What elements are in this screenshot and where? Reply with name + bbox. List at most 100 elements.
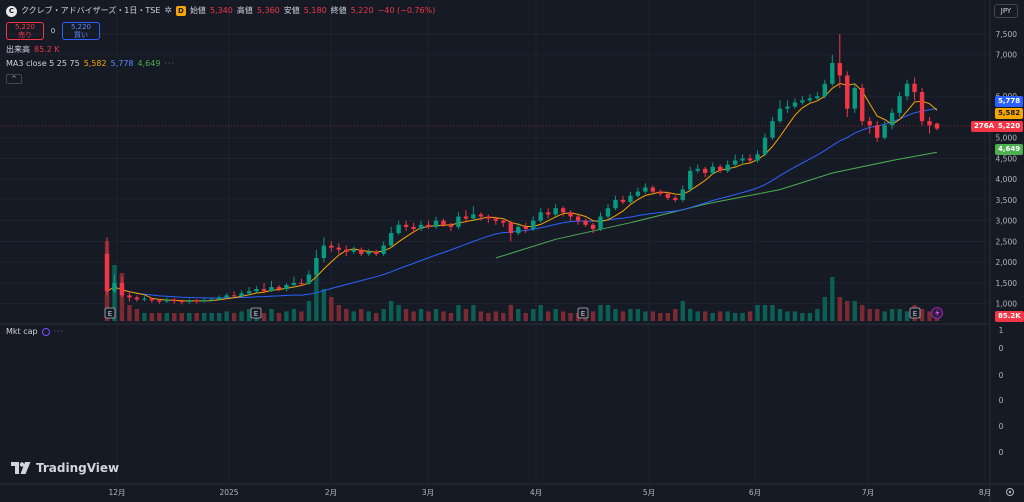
volume-bar — [665, 313, 671, 321]
buy-button[interactable]: 5,220 買い — [62, 22, 100, 40]
candle-body — [785, 106, 790, 109]
symbol-code-tag: 276A — [971, 121, 998, 132]
volume-bar — [658, 313, 663, 321]
candle-body — [635, 191, 641, 196]
volume-bar — [702, 311, 708, 321]
candle-body — [680, 189, 685, 200]
time-tick-label: 12月 — [108, 488, 125, 497]
candle-body — [845, 75, 850, 109]
sell-label: 売り — [18, 31, 32, 39]
candle-body — [336, 247, 342, 250]
candle-body — [284, 284, 289, 290]
mktcap-more-icon[interactable]: ··· — [53, 327, 65, 336]
currency-selector[interactable]: JPY — [994, 4, 1018, 18]
globe-icon[interactable] — [41, 327, 50, 336]
volume-bar — [306, 301, 312, 321]
volume-label: 出来高 — [6, 45, 30, 54]
time-axis-ticks[interactable]: 12月 2025 2月 3月 4月 5月 6月 7月 8月 — [108, 488, 991, 497]
volume-bar — [650, 311, 656, 321]
candle-body — [134, 297, 140, 300]
volume-bar — [919, 309, 925, 321]
volume-bar — [508, 305, 513, 321]
candle-body — [396, 224, 401, 234]
symbol-title[interactable]: ククレブ・アドバイザーズ・1日・TSE — [21, 6, 161, 15]
sun-icon[interactable]: ✲ — [164, 6, 172, 16]
volume-bar — [246, 309, 252, 321]
open-value: 5,340 — [209, 6, 233, 15]
candle-body — [269, 287, 274, 292]
price-tick-label: 1,000 — [996, 300, 1018, 309]
volume-tag: 85.2K — [995, 311, 1024, 322]
volume-bar — [553, 309, 558, 321]
settings-gear-icon[interactable] — [1006, 488, 1014, 496]
candle-body — [717, 166, 723, 171]
candle-body — [194, 300, 199, 302]
time-tick-label: 3月 — [422, 488, 434, 497]
volume-bar — [231, 313, 237, 321]
ma25-price-tag: 5,778 — [995, 96, 1024, 107]
volume-bar — [620, 311, 626, 321]
candle-body — [381, 245, 386, 254]
volume-bar — [388, 301, 394, 321]
earnings-event-icon[interactable]: E — [250, 307, 262, 319]
candle-body — [725, 164, 730, 171]
earnings-event-icon[interactable]: E — [909, 307, 921, 319]
collapse-legend-icon[interactable]: ^ — [6, 74, 22, 84]
candle-body — [351, 249, 356, 252]
volume-bar — [830, 277, 835, 321]
volume-bar — [299, 311, 304, 321]
interval-badge[interactable]: D — [175, 6, 186, 16]
volume-bar — [889, 309, 895, 321]
volume-bar — [433, 309, 439, 321]
candle-body — [822, 83, 828, 97]
volume-bar — [426, 311, 431, 321]
time-tick-label: 5月 — [643, 488, 655, 497]
candle-body — [291, 282, 297, 285]
candle-body — [807, 98, 813, 101]
candle-body — [119, 282, 125, 296]
volume-bar — [493, 311, 499, 321]
ma-legend[interactable]: MA3 close 5 25 75 5,582 5,778 4,649 ··· — [6, 58, 435, 70]
candle-body — [493, 218, 499, 221]
candle-body — [403, 224, 409, 227]
volume-bar — [149, 313, 155, 321]
high-label: 高値 — [236, 6, 253, 15]
volume-bar — [545, 311, 551, 321]
volume-bar — [897, 309, 902, 321]
sell-button[interactable]: 5,220 売り — [6, 22, 44, 40]
volume-bar — [770, 305, 775, 321]
volume-bar — [381, 309, 386, 321]
volume-bar — [411, 311, 416, 321]
volume-bar — [418, 309, 424, 321]
ma75-path — [495, 151, 938, 259]
candle-body — [740, 158, 745, 161]
earnings-event-icon[interactable]: E — [104, 307, 116, 319]
volume-bar — [396, 305, 401, 321]
lightning-icon[interactable] — [931, 307, 943, 319]
close-label: 終値 — [330, 6, 347, 15]
mktcap-tick-label: 0 — [999, 396, 1004, 405]
price-tick-label: 4,500 — [996, 154, 1018, 163]
volume-bar — [202, 313, 207, 321]
candle-body — [104, 253, 110, 292]
volume-bar — [321, 289, 327, 321]
candle-body — [710, 166, 715, 173]
candle-body — [366, 251, 371, 254]
volume-bar — [635, 309, 641, 321]
candle-body — [441, 220, 446, 225]
mktcap-legend: Mkt cap ··· — [6, 327, 64, 336]
earnings-event-icon[interactable]: E — [577, 307, 589, 319]
spread-value: 0 — [50, 27, 56, 35]
candle-body — [149, 298, 155, 301]
candle-body — [314, 258, 319, 275]
candle-body — [747, 158, 753, 161]
ma-more-icon[interactable]: ··· — [164, 59, 176, 68]
volume-bar — [441, 311, 446, 321]
volume-legend[interactable]: 出来高 85.2 K — [6, 44, 435, 56]
tradingview-logo[interactable]: TradingView — [11, 461, 119, 475]
candle-body — [224, 295, 229, 298]
volume-bar — [688, 309, 693, 321]
price-tick-label: 5,000 — [996, 134, 1018, 143]
candle-body — [882, 125, 887, 138]
